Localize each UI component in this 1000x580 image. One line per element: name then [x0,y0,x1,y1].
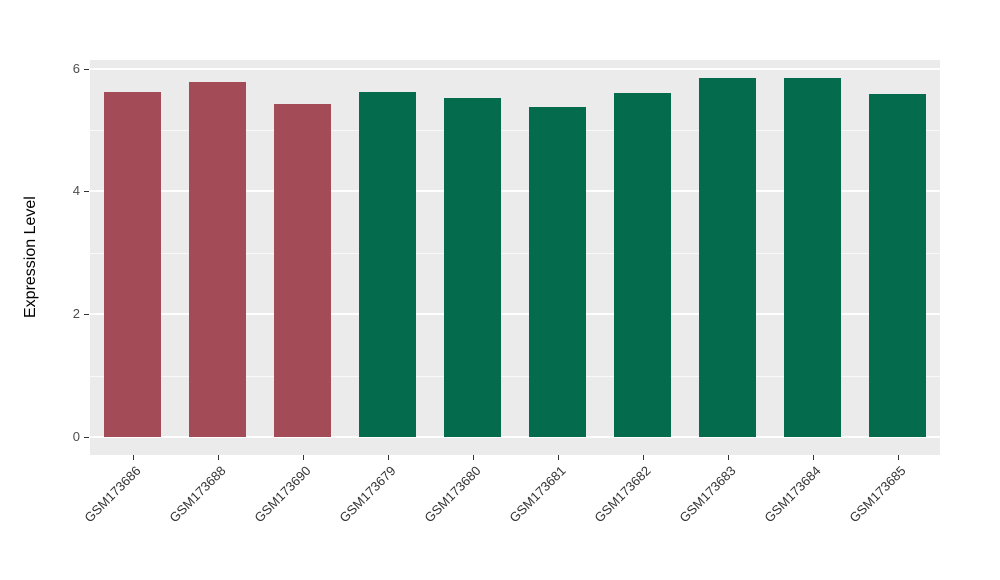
x-tick-mark [642,455,644,460]
x-tick-mark [302,455,304,460]
x-tick-label: GSM173690 [250,463,314,526]
bar [614,93,671,438]
gridline-major [90,67,940,70]
bar [274,104,331,438]
y-tick-label: 4 [72,183,80,199]
bar [699,77,756,438]
x-tick-mark [387,455,389,460]
x-tick-label: GSM173688 [165,463,229,526]
x-tick-label: GSM173685 [845,463,909,526]
plot-panel [90,60,940,455]
x-tick-label: GSM173682 [590,463,654,526]
y-tick-label: 0 [72,429,80,445]
x-tick-mark [727,455,729,460]
y-tick-mark [84,191,89,193]
x-tick-label: GSM173681 [505,463,569,526]
x-tick-label: GSM173683 [675,463,739,526]
y-tick-mark [84,314,89,316]
bar [784,77,841,438]
y-tick-mark [84,437,89,439]
gridline-minor [90,252,940,254]
bar [529,107,586,438]
x-tick-mark [132,455,134,460]
gridline-major [90,190,940,193]
x-tick-label: GSM173686 [80,463,144,526]
y-tick-mark [84,68,89,70]
bar [189,82,246,438]
x-tick-mark [557,455,559,460]
x-tick-mark [812,455,814,460]
y-tick-label: 6 [72,60,80,76]
bar [444,98,501,438]
x-tick-label: GSM173679 [335,463,399,526]
gridline-major [90,313,940,316]
bar [869,94,926,438]
gridline-major [90,436,940,439]
x-tick-mark [472,455,474,460]
x-tick-mark [897,455,899,460]
bar [104,91,161,438]
gridline-minor [90,375,940,377]
gridline-minor [90,130,940,132]
x-tick-label: GSM173680 [420,463,484,526]
x-tick-mark [217,455,219,460]
bar [359,91,416,438]
x-tick-label: GSM173684 [760,463,824,526]
y-tick-label: 2 [72,306,80,322]
